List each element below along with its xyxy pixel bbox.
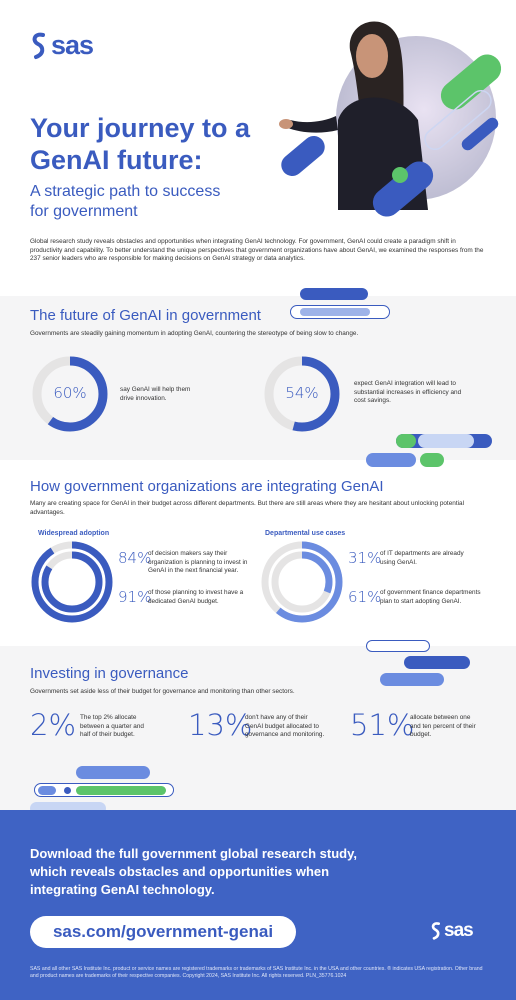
deco-pill	[380, 673, 444, 686]
future-title: The future of GenAI in government	[30, 307, 261, 324]
donut-54: 54%	[262, 354, 342, 434]
deco-pill	[38, 786, 56, 795]
sas-swirl-icon	[32, 32, 45, 59]
donut-31-arc	[271, 551, 333, 613]
gov-stat-2-label: don't have any of their GenAI budget all…	[245, 714, 325, 739]
stat-91-label: of those planning to invest have a dedic…	[148, 589, 244, 605]
gov-stat-3-label: allocate between one and ten percent of …	[410, 714, 476, 739]
deco-pill	[300, 288, 368, 300]
legal-text: SAS and all other SAS Institute Inc. pro…	[30, 966, 483, 980]
deco-pill	[418, 434, 474, 448]
cta-headline: Download the full government global rese…	[30, 846, 357, 897]
stat-61-value: 61%	[348, 588, 382, 606]
left-heading: Widespread adoption	[38, 530, 110, 537]
stat-31-label: of IT departments are already using GenA…	[380, 550, 464, 566]
hero-title-line-2: GenAI future:	[30, 145, 203, 175]
deco-pill	[76, 766, 150, 779]
donut-60: 60%	[30, 354, 110, 434]
donut-double-right	[260, 540, 344, 624]
gov-stat-1-label: The top 2% allocate between a quarter an…	[80, 714, 144, 739]
hero-intro: Global research study reveals obstacles …	[30, 238, 484, 263]
stat-84-label: of decision makers say their organizatio…	[148, 550, 248, 575]
hero-subtitle-line-2: for government	[30, 203, 138, 220]
cta-url-button[interactable]: sas.com/government-genai	[30, 916, 296, 948]
hero-title-line-1: Your journey to a	[30, 113, 251, 143]
donut-60-value: 60%	[53, 384, 87, 402]
donut-61-arc	[261, 541, 343, 623]
deco-pill	[404, 656, 470, 669]
future-stat-1-label: say GenAI will help them drive innovatio…	[120, 386, 191, 402]
gov-stat-2-value: 13%	[188, 708, 253, 742]
donut-84-arc	[41, 551, 103, 613]
footer-sas-logo[interactable]: sas	[430, 920, 474, 942]
gov-stat-3-value: 51%	[350, 708, 415, 742]
donut-54-value: 54%	[285, 384, 319, 402]
integrating-title: How government organizations are integra…	[30, 478, 384, 495]
donut-91-arc	[31, 541, 113, 623]
future-section	[0, 296, 516, 460]
deco-pill	[366, 453, 416, 467]
hero-subtitle-line-1: A strategic path to success	[30, 183, 221, 200]
cta-url-text: sas.com/government-genai	[52, 922, 274, 941]
future-stat-2-label: expect GenAI integration will lead to su…	[354, 380, 462, 405]
integrating-desc: Many are creating space for GenAI in the…	[30, 500, 464, 516]
deco-pill	[76, 786, 166, 795]
stat-84-value: 84%	[118, 549, 152, 567]
stat-31-value: 31%	[348, 549, 382, 567]
deco-pill	[420, 453, 444, 467]
deco-pill	[366, 640, 430, 652]
logo-text: sas	[51, 30, 94, 60]
deco-pill	[300, 308, 370, 316]
hero-subtitle: A strategic path to success for governme…	[30, 182, 220, 222]
future-desc: Governments are steadily gaining momentu…	[30, 330, 359, 337]
donut-54-arc	[264, 356, 340, 432]
governance-title: Investing in governance	[30, 665, 189, 682]
right-heading: Departmental use cases	[265, 530, 346, 537]
stat-91-value: 91%	[118, 588, 152, 606]
deco-pill	[396, 434, 416, 448]
donut-double-left	[30, 540, 114, 624]
sas-logo[interactable]: sas	[30, 30, 94, 61]
donut-60-arc	[32, 356, 108, 432]
footer-cta	[0, 810, 516, 1000]
sas-swirl-icon	[431, 922, 440, 940]
footer-logo-text: sas	[444, 920, 474, 941]
governance-desc: Governments set aside less of their budg…	[30, 688, 295, 695]
deco-dot	[64, 787, 71, 794]
stat-61-label: of government finance departments plan t…	[380, 589, 481, 605]
gov-stat-1-value: 2%	[30, 708, 77, 742]
hero-illustration	[268, 10, 516, 220]
hero-title: Your journey to a GenAI future:	[30, 112, 250, 176]
